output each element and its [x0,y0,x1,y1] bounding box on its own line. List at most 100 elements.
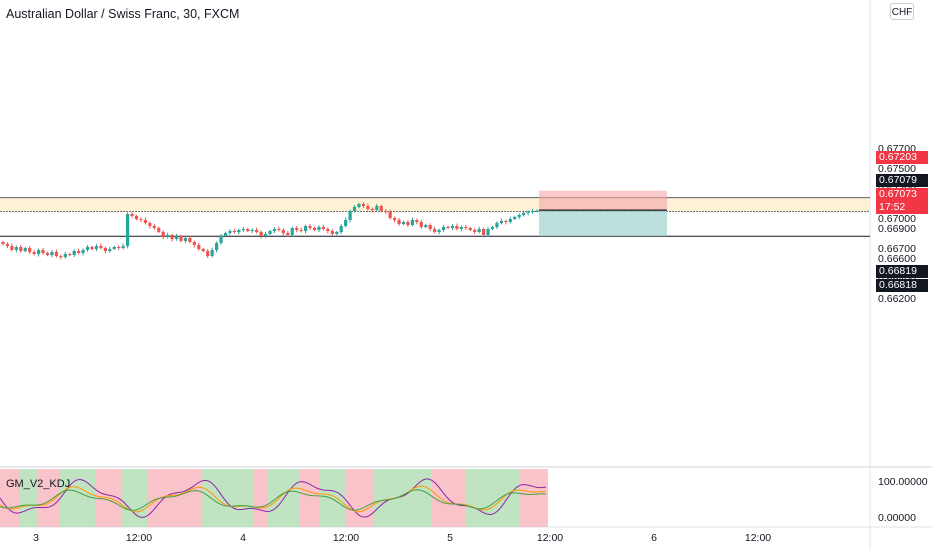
candle-body [446,227,450,228]
candle-body [268,231,272,234]
candle-body [215,243,219,250]
candle-body [352,207,357,211]
candle-body [370,209,374,210]
candle-body [441,227,446,230]
candle-body [72,251,76,255]
candle-body [143,220,147,223]
candle-body [499,221,503,223]
candle-body [14,247,18,250]
candle-body [179,236,183,241]
candle-body [379,206,383,211]
last-price-tag: 0.67073 [876,188,928,201]
candle-body [85,247,90,250]
time-tick-label: 12:00 [745,532,771,544]
candle-body [286,233,290,235]
candle-body [255,230,259,232]
candle-body [304,226,308,231]
candle-body [157,228,161,232]
candle-body [482,229,486,235]
candle-body [19,247,23,251]
candle-body [37,250,41,254]
candle-body [117,247,121,248]
candle-body [241,229,245,230]
indicator-scale-top: 100.00000 [878,476,928,488]
indicator-label[interactable]: GM_V2_KDJ [6,478,71,490]
time-tick-label: 4 [240,532,246,544]
price-tick-label: 0.66600 [878,253,916,265]
candle-body [348,211,352,220]
stop-price-tag: 0.67203 [876,151,928,164]
indicator-stripe [202,469,254,527]
indicator-stripe [60,469,95,527]
candle-body [192,242,196,245]
entry-price-tag: 0.67079 [876,174,928,187]
candle-body [166,235,170,237]
candle-body [77,251,81,253]
candle-body [415,220,419,222]
candle-body [388,212,392,218]
candle-body [201,249,205,251]
time-tick-label: 12:00 [333,532,359,544]
candle-body [468,228,472,230]
target-price-tag: 0.66819 [876,265,928,278]
candle-body [437,230,441,232]
candle-body [406,222,410,225]
candle-body [134,216,139,219]
candle-body [188,238,192,242]
candle-body [393,218,397,220]
candle-body [206,251,210,256]
candle-body [50,252,54,255]
candle-body [223,233,228,236]
candle-body [397,220,401,224]
candle-body [250,230,254,231]
candle-body [486,229,490,235]
candle-body [161,232,165,237]
indicator-scale-bottom: 0.00000 [878,512,916,524]
candle-body [517,215,521,217]
candle-body [28,248,32,252]
price-tick-label: 0.66700 [878,243,916,255]
candle-body [259,232,263,236]
indicator-stripe [345,469,374,527]
candle-body [68,254,72,255]
candle-body [401,222,406,224]
candle-body [490,227,495,229]
candle-body [473,230,477,232]
candle-body [99,246,103,248]
candle-body [277,229,281,230]
symbol-title[interactable]: Australian Dollar / Swiss Franc, 30, FXC… [6,7,240,21]
price-tick-label: 0.67500 [878,163,916,175]
candle-body [41,250,45,253]
indicator-d-line [0,489,547,511]
candle-body [232,231,236,232]
candle-body [10,246,14,250]
candle-body [321,227,325,229]
candle-body [126,214,130,246]
candle-body [339,226,343,232]
candle-body [317,227,321,230]
candle-body [45,253,50,255]
indicator-stripe [320,469,345,527]
indicator-stripe [300,469,320,527]
currency-badge[interactable]: CHF [890,3,914,20]
candle-body [384,211,388,212]
candle-body [455,226,459,229]
indicator-stripe [38,469,60,527]
candle-body [361,204,366,206]
candle-body [504,221,508,222]
candle-body [326,229,330,231]
candle-body [495,223,499,227]
candle-body [312,228,317,230]
candle-body [419,222,423,227]
candle-body [210,250,214,256]
time-tick-label: 12:00 [126,532,152,544]
candle-body [433,229,437,232]
candle-body [228,231,232,233]
candle-body [32,252,36,254]
candle-body [272,229,277,231]
countdown-tag: 17:52 [876,201,928,214]
candle-body [450,226,455,228]
candle-body [237,230,241,232]
